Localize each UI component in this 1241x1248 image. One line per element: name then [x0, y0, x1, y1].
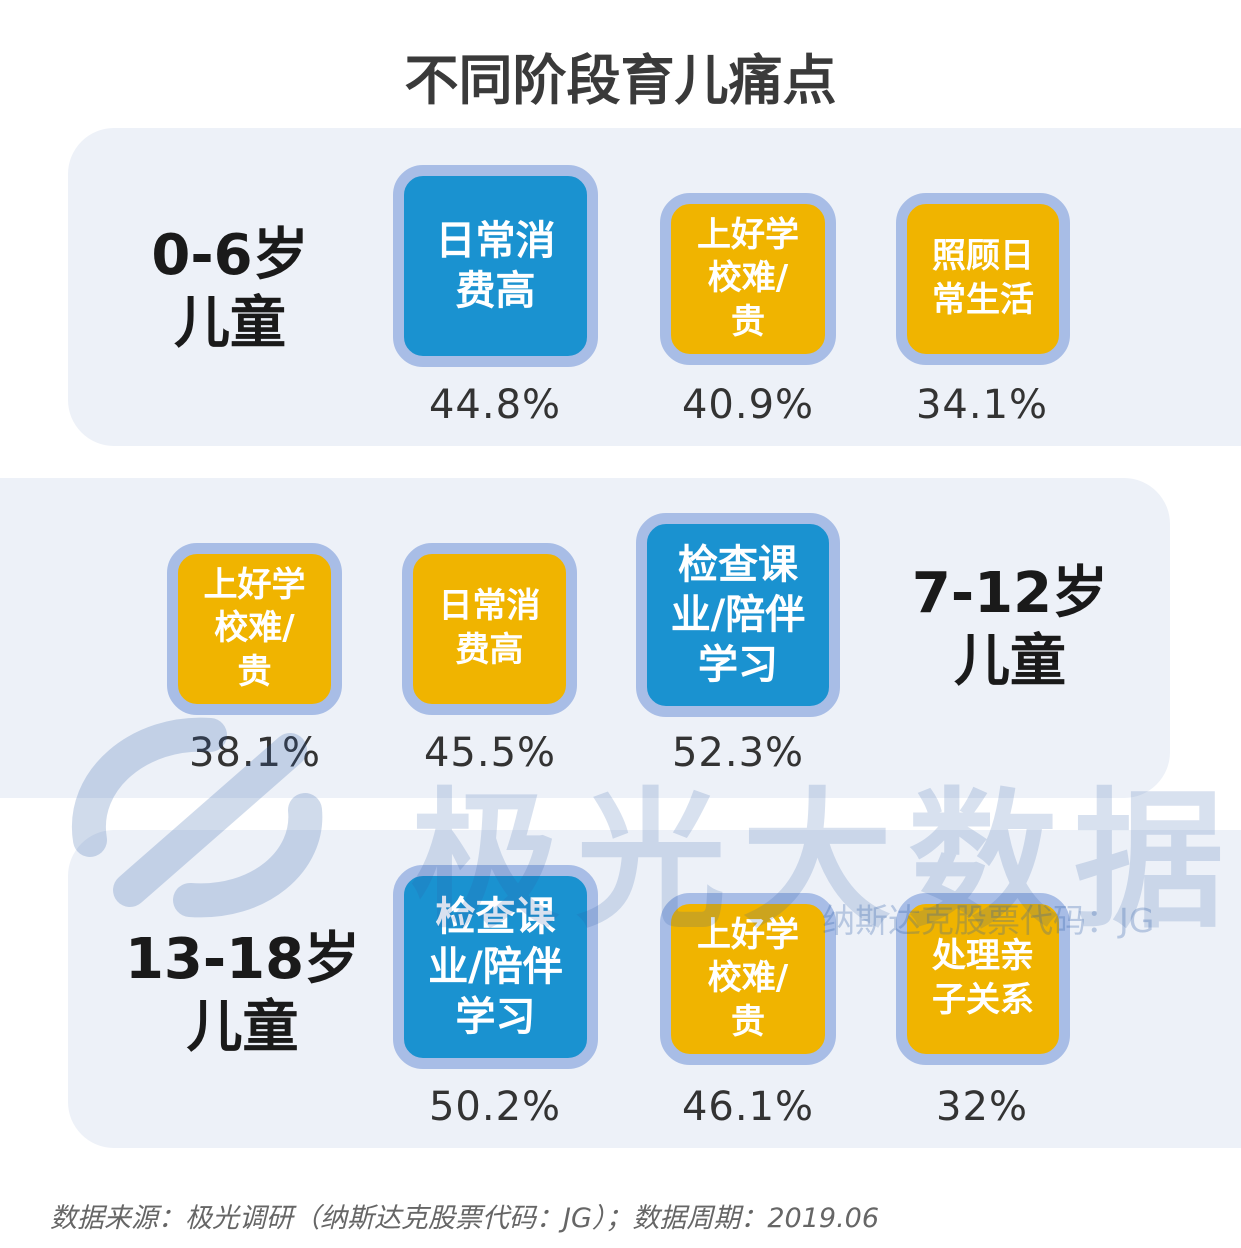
watermark-logo-icon	[71, 717, 323, 918]
pain-point-value: 34.1%	[915, 382, 1049, 428]
pain-point-value: 32%	[936, 1084, 1028, 1130]
pain-point-value: 44.8%	[428, 382, 562, 428]
pain-point-box: 检查课 业/陪伴 学习	[393, 865, 598, 1069]
pain-point-value: 52.3%	[671, 730, 805, 776]
age-label-7-12: 7-12岁 儿童	[911, 561, 1109, 695]
pain-point-box: 上好学 校难/ 贵	[167, 543, 342, 715]
age-label-13-18: 13-18岁 儿童	[124, 927, 361, 1061]
pain-point-value: 46.1%	[681, 1084, 815, 1130]
pain-point-box: 上好学 校难/ 贵	[660, 193, 836, 365]
chart-title: 不同阶段育儿痛点	[404, 49, 837, 112]
pain-point-value: 45.5%	[423, 730, 557, 776]
pain-point-box: 处理亲 子关系	[896, 893, 1070, 1065]
source-footnote: 数据来源：极光调研（纳斯达克股票代码：JG）；数据周期：2019.06	[50, 1203, 880, 1234]
pain-point-box: 日常消 费高	[402, 543, 577, 715]
age-label-0-6: 0-6岁 儿童	[151, 223, 309, 357]
pain-point-box: 日常消 费高	[393, 165, 598, 367]
pain-point-value: 50.2%	[428, 1084, 562, 1130]
watermark-subtitle: 纳斯达克股票代码：JG	[822, 901, 1155, 940]
pain-point-box: 检查课 业/陪伴 学习	[636, 513, 840, 717]
pain-point-box: 上好学 校难/ 贵	[660, 893, 836, 1065]
pain-point-box: 照顾日 常生活	[896, 193, 1070, 365]
pain-point-value: 38.1%	[188, 730, 322, 776]
pain-point-value: 40.9%	[681, 382, 815, 428]
watermark-brand: 极光大数据	[410, 775, 1241, 949]
